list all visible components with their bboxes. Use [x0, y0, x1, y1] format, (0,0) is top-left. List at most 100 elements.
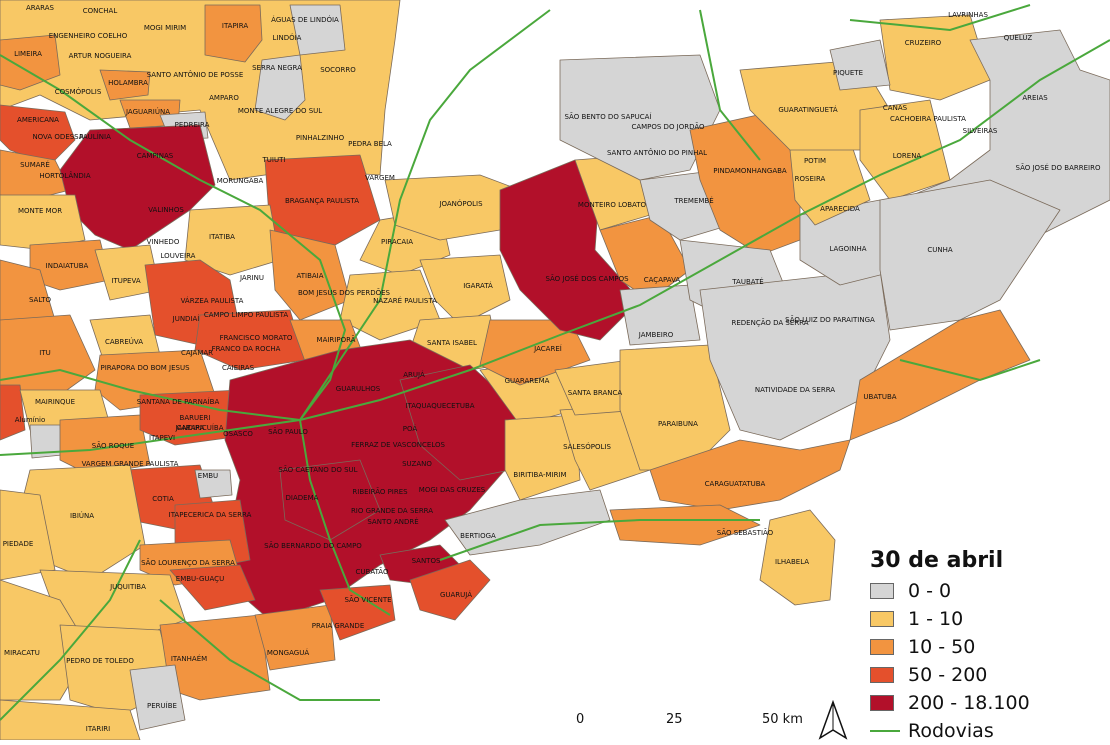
municipality-label: IGARATÁ: [463, 281, 493, 290]
municipality-label: SANTA BRANCA: [568, 389, 623, 397]
municipality-label: SOCORRO: [320, 66, 356, 74]
municipality-label: ÁGUAS DE LINDÓIA: [271, 15, 339, 24]
municipality-label: LAVRINHAS: [948, 11, 988, 19]
municipality-label: TREMEMBÉ: [673, 196, 713, 205]
legend-swatch: [870, 583, 894, 599]
legend-item: 50 - 200: [870, 661, 1106, 689]
region-gray-n1: [289, 4, 346, 56]
municipality-label: CONCHAL: [83, 7, 118, 15]
municipality-label: SANTA ISABEL: [427, 339, 477, 347]
municipality-label: SANTO ANTÔNIO DO PINHAL: [607, 148, 707, 157]
municipality-label: GUARAREMA: [505, 377, 550, 385]
region-embu-guacu: [169, 564, 256, 611]
municipality-label: JUNDIAÍ: [172, 314, 200, 323]
municipality-label: GUARUJÁ: [440, 590, 472, 599]
road-line: [699, 9, 761, 161]
municipality-label: UBATUBA: [863, 393, 896, 401]
municipality-label: TAUBATÉ: [731, 277, 763, 286]
municipality-label: HOLAMBRA: [108, 79, 148, 87]
municipality-label: VINHEDO: [147, 238, 180, 246]
municipality-label: NATIVIDADE DA SERRA: [755, 386, 835, 394]
region-francisco-morato: [194, 309, 306, 371]
municipality-label: PEDRA BELA: [348, 140, 392, 148]
municipality-label: CACHOEIRA PAULISTA: [890, 115, 966, 123]
region-atibaia: [269, 229, 351, 321]
municipality-label: CAMPO LIMPO PAULISTA: [204, 311, 288, 319]
municipality-label: CARAGUATATUBA: [705, 480, 766, 488]
municipality-label: ITAQUAQUECETUBA: [405, 402, 474, 410]
municipality-label: SÃO ROQUE: [92, 441, 134, 450]
municipality-label: ITANHAÉM: [171, 654, 207, 663]
municipality-label: PARAIBUNA: [658, 420, 698, 428]
municipality-label: NOVA ODESSA: [32, 133, 83, 141]
road-line: [0, 368, 301, 421]
municipality-label: JUQUITIBA: [109, 583, 146, 591]
municipality-label: ATIBAIA: [296, 272, 323, 280]
municipality-label: JAMBEIRO: [638, 331, 674, 339]
scale-bar: 0 25 50 km: [570, 712, 810, 736]
scale-label: 25: [666, 712, 683, 727]
municipality-label: FRANCO DA ROCHA: [212, 345, 281, 353]
municipality-label: SANTANA DE PARNAÍBA: [137, 397, 220, 406]
municipality-label: CUNHA: [927, 246, 953, 254]
municipality-label: LINDÓIA: [273, 33, 302, 42]
municipality-label: PERUÍBE: [147, 701, 177, 710]
legend-label-roads: Rodovias: [908, 720, 994, 742]
municipality-label: SERRA NEGRA: [252, 64, 302, 72]
legend-item: 10 - 50: [870, 633, 1106, 661]
legend-swatch: [870, 639, 894, 655]
municipality-label: PEDREIRA: [175, 121, 210, 129]
municipality-label: ITAPIRA: [222, 22, 248, 30]
municipality-label: SÃO LUIZ DO PARAITINGA: [785, 315, 875, 324]
legend: 30 de abril 0 - 0 1 - 10 10 - 50 50 - 20…: [870, 548, 1106, 745]
municipality-label: AMERICANA: [17, 116, 59, 124]
road-line: [159, 599, 380, 701]
region-sao-sebastiao: [609, 504, 761, 546]
municipality-label: BIRITIBA-MIRIM: [513, 471, 566, 479]
municipality-label: REDENÇÃO DA SERRA: [731, 318, 808, 327]
municipality-label: GUARATINGUETÁ: [778, 105, 837, 114]
region-ubatuba: [849, 309, 1031, 441]
scale-label: 50 km: [762, 712, 803, 727]
municipality-labels: ARARAS CONCHAL MOGI MIRIM ITAPIRA ÁGUAS DE L…: [3, 4, 1101, 733]
municipality-label: SANTO ANTÔNIO DE POSSE: [147, 70, 244, 79]
region-north-gray: [559, 54, 721, 181]
municipality-label: IBIÚNA: [70, 511, 94, 520]
legend-label: 1 - 10: [908, 608, 964, 630]
municipality-label: LIMEIRA: [14, 50, 42, 58]
municipality-label: ARUJÁ: [403, 370, 425, 379]
municipality-label: PINDAMONHANGABA: [713, 167, 787, 175]
municipality-label: MONGAGUÁ: [267, 648, 309, 657]
region-west-red: [0, 384, 26, 441]
road-line: [849, 4, 1031, 32]
municipality-label: PINHALZINHO: [296, 134, 345, 142]
road-line: [299, 39, 1110, 421]
municipality-label: SANTOS: [412, 557, 441, 565]
region-itariri: [0, 699, 141, 740]
road-line: [299, 419, 391, 616]
municipality-label: CAÇAPAVA: [644, 276, 681, 284]
municipality-label: RIBEIRÃO PIRES: [352, 487, 408, 496]
region-ilhabela: [759, 509, 836, 606]
municipality-label: AMPARO: [209, 94, 239, 102]
legend-swatch: [870, 667, 894, 683]
municipality-label: MONTE MOR: [18, 207, 62, 215]
municipality-label: BARUERI: [180, 414, 211, 422]
municipality-label: BRAGANÇA PAULISTA: [285, 197, 359, 205]
municipality-label: ITATIBA: [209, 233, 235, 241]
legend-label: 0 - 0: [908, 580, 952, 602]
legend-swatch: [870, 611, 894, 627]
municipality-label: JAGUARIÚNA: [125, 107, 170, 116]
municipality-label: ILHABELA: [775, 558, 809, 566]
municipality-label: CAJAMAR: [181, 349, 213, 357]
municipality-label: LAGOINHA: [829, 245, 866, 253]
municipality-label: HORTOLÂNDIA: [39, 171, 90, 180]
region-lorena: [859, 99, 951, 201]
municipality-label: PIRACAIA: [381, 238, 413, 246]
municipality-label: SÃO SEBASTIÃO: [717, 528, 774, 537]
municipality-label: GUARULHOS: [336, 385, 381, 393]
municipality-label: MAIRINQUE: [35, 398, 75, 406]
municipality-label: MORUNGABA: [217, 177, 264, 185]
